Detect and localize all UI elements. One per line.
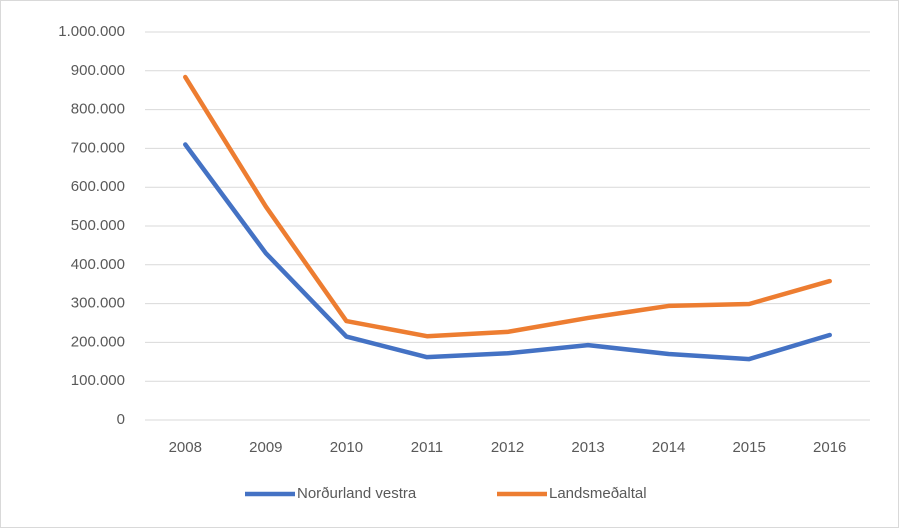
y-tick-label: 100.000: [71, 372, 125, 389]
legend-label: Norðurland vestra: [297, 485, 417, 502]
legend-label: Landsmeðaltal: [549, 485, 647, 502]
y-tick-label: 400.000: [71, 256, 125, 273]
x-tick-label: 2014: [652, 439, 685, 456]
y-tick-label: 300.000: [71, 295, 125, 312]
x-tick-label: 2011: [411, 439, 443, 456]
data-line: [183, 142, 832, 362]
y-tick-label: 0: [117, 411, 125, 428]
x-tick-label: 2008: [169, 439, 202, 456]
x-tick-label: 2009: [249, 439, 282, 456]
y-tick-label: 1.000.000: [58, 23, 125, 40]
data-line: [183, 74, 832, 339]
y-tick-label: 500.000: [71, 217, 125, 234]
y-tick-label: 900.000: [71, 62, 125, 79]
y-tick-label: 700.000: [71, 139, 125, 156]
x-tick-label: 2016: [813, 439, 846, 456]
x-tick-label: 2012: [491, 439, 524, 456]
y-tick-label: 600.000: [71, 178, 125, 195]
y-tick-label: 200.000: [71, 333, 125, 350]
x-tick-label: 2013: [571, 439, 604, 456]
x-tick-label: 2010: [330, 439, 363, 456]
y-tick-label: 800.000: [71, 101, 125, 118]
x-tick-label: 2015: [732, 439, 765, 456]
